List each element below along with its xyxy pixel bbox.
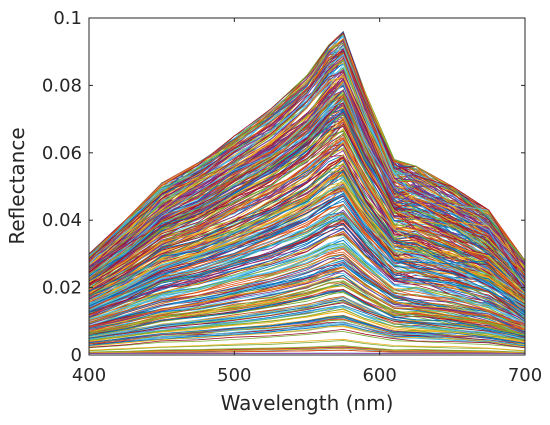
y-tick-label-4: 0.06 <box>42 143 82 164</box>
x-tick-label-4: 700 <box>508 365 542 386</box>
y-tick-label-1: 0 <box>71 345 82 366</box>
x-tick-label-3: 600 <box>362 365 396 386</box>
x-tick-label-1: 400 <box>72 365 106 386</box>
x-axis-label: Wavelength (nm) <box>221 391 394 415</box>
x-tick-label-2: 500 <box>217 365 251 386</box>
y-tick-label-6: 0.1 <box>53 8 82 29</box>
y-tick-label-3: 0.04 <box>42 210 82 231</box>
y-tick-label-2: 0.02 <box>42 278 82 299</box>
y-axis-label: Reflectance <box>5 127 29 244</box>
y-tick-label-5: 0.08 <box>42 75 82 96</box>
